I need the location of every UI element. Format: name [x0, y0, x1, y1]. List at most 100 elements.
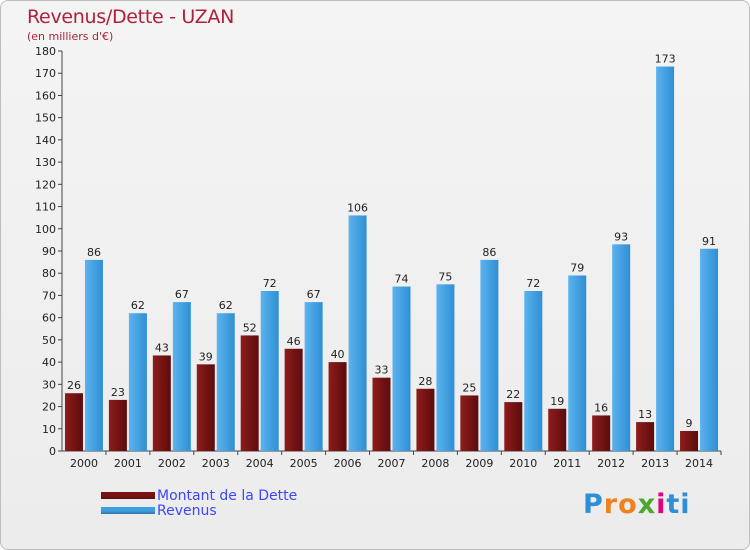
legend-item-revenus: Revenus [101, 502, 297, 519]
data-label: 28 [418, 375, 432, 388]
logo-letter: P [583, 489, 604, 520]
x-tick-label: 2007 [378, 457, 406, 470]
proxiti-logo: Proxiti [583, 489, 691, 520]
data-label: 39 [199, 350, 213, 363]
data-label: 79 [570, 261, 584, 274]
data-label: 173 [655, 53, 676, 66]
bar-revenus [128, 313, 147, 451]
bar-revenus [260, 291, 279, 451]
data-label: 72 [263, 277, 277, 290]
bar-dette [196, 364, 215, 451]
logo-letter: i [656, 489, 667, 520]
x-tick-label: 2004 [246, 457, 274, 470]
bar-revenus [172, 302, 191, 451]
x-tick-label: 2001 [114, 457, 142, 470]
logo-letter: x [637, 489, 657, 520]
data-label: 46 [287, 335, 301, 348]
data-label: 43 [155, 341, 169, 354]
y-tick-label: 40 [42, 356, 56, 369]
x-tick-label: 2011 [553, 457, 581, 470]
bar-revenus [392, 286, 411, 451]
y-tick-label: 60 [42, 312, 56, 325]
data-label: 86 [482, 246, 496, 259]
chart-subtitle: (en milliers d'€) [27, 30, 114, 43]
x-tick-label: 2006 [334, 457, 362, 470]
data-label: 19 [550, 395, 564, 408]
x-tick-label: 2000 [70, 457, 98, 470]
logo-letter: r [603, 489, 619, 520]
x-tick-label: 2008 [421, 457, 449, 470]
x-tick-label: 2003 [202, 457, 230, 470]
data-label: 33 [375, 364, 389, 377]
chart-title: Revenus/Dette - UZAN [27, 6, 234, 28]
y-tick-label: 50 [42, 334, 56, 347]
bar-dette [152, 355, 171, 451]
x-tick-label: 2009 [465, 457, 493, 470]
bar-revenus [524, 291, 543, 451]
x-tick-label: 2014 [685, 457, 713, 470]
bar-dette [240, 335, 259, 451]
data-label: 67 [307, 288, 321, 301]
bar-revenus [216, 313, 235, 451]
bar-dette [416, 388, 435, 451]
y-tick-label: 70 [42, 289, 56, 302]
bar-dette [328, 362, 347, 451]
y-tick-label: 180 [35, 45, 56, 58]
data-label: 9 [686, 417, 693, 430]
y-tick-label: 170 [35, 67, 56, 80]
logo-letter: i [680, 489, 691, 520]
data-label: 23 [111, 386, 125, 399]
data-label: 67 [175, 288, 189, 301]
bar-revenus [656, 66, 675, 452]
bar-revenus [348, 215, 367, 451]
y-tick-label: 20 [42, 401, 56, 414]
legend-swatch-revenus [101, 507, 155, 514]
y-tick-label: 30 [42, 378, 56, 391]
bar-dette [284, 348, 303, 451]
bar-revenus [568, 275, 587, 451]
bar-dette [460, 395, 479, 451]
data-label: 75 [438, 270, 452, 283]
data-label: 26 [67, 379, 81, 392]
logo-letter: t [666, 489, 681, 520]
bar-dette [108, 399, 127, 451]
y-tick-label: 150 [35, 112, 56, 125]
y-tick-label: 100 [35, 223, 56, 236]
bar-revenus [612, 244, 631, 451]
x-tick-label: 2005 [290, 457, 318, 470]
x-tick-label: 2012 [597, 457, 625, 470]
data-label: 72 [526, 277, 540, 290]
x-tick-label: 2002 [158, 457, 186, 470]
x-tick-label: 2013 [641, 457, 669, 470]
data-label: 25 [462, 381, 476, 394]
data-label: 13 [638, 408, 652, 421]
y-tick-label: 10 [42, 423, 56, 436]
y-tick-label: 110 [35, 201, 56, 214]
bar-dette [548, 408, 567, 451]
legend-label-dette: Montant de la Dette [157, 487, 298, 504]
data-label: 16 [594, 401, 608, 414]
bar-revenus [304, 302, 323, 451]
bar-dette [64, 393, 83, 451]
bar-dette [372, 377, 391, 451]
data-label: 52 [243, 321, 257, 334]
y-tick-label: 160 [35, 89, 56, 102]
data-label: 62 [131, 299, 145, 312]
bar-dette [636, 422, 655, 451]
y-tick-label: 0 [49, 445, 56, 458]
bar-revenus [436, 284, 455, 451]
bar-dette [592, 415, 611, 451]
data-label: 22 [506, 388, 520, 401]
legend-label-revenus: Revenus [157, 502, 217, 519]
bar-revenus [84, 259, 103, 451]
data-label: 40 [331, 348, 345, 361]
legend: Montant de la Dette Revenus [101, 487, 298, 519]
data-label: 106 [347, 201, 368, 214]
legend-item-dette: Montant de la Dette [101, 487, 298, 504]
data-label: 74 [395, 273, 409, 286]
data-label: 93 [614, 230, 628, 243]
legend-swatch-dette [101, 492, 155, 499]
bar-revenus [700, 248, 719, 451]
